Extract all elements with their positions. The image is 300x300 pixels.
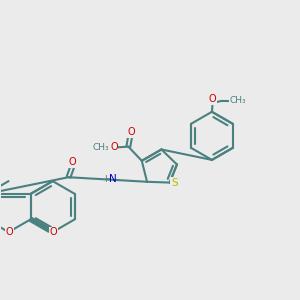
Text: O: O xyxy=(127,127,135,137)
Text: O: O xyxy=(5,227,13,237)
Text: O: O xyxy=(69,158,76,167)
Text: CH₃: CH₃ xyxy=(229,96,246,105)
Text: O: O xyxy=(209,94,216,104)
Text: O: O xyxy=(50,227,57,238)
Text: N: N xyxy=(109,174,116,184)
Text: O: O xyxy=(110,142,118,152)
Text: S: S xyxy=(171,178,178,188)
Text: H: H xyxy=(104,175,110,184)
Text: CH₃: CH₃ xyxy=(92,143,109,152)
